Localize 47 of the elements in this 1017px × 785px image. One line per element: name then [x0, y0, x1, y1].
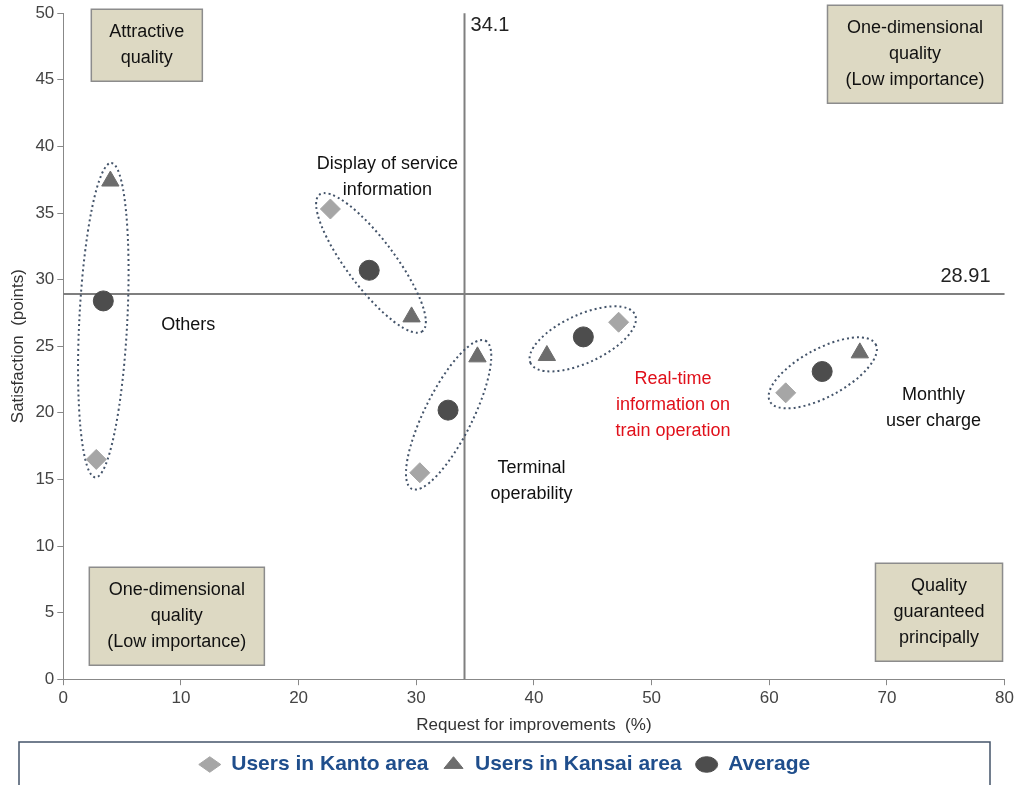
annotation: Others — [161, 313, 216, 334]
point — [319, 198, 341, 220]
point — [775, 382, 797, 404]
annotation: One-dimensional quality (Low importance) — [107, 579, 247, 652]
y-tick-label: 5 — [44, 602, 55, 622]
y-tick-label: 50 — [35, 2, 55, 22]
y-tick-label: 45 — [35, 69, 55, 89]
y-axis-title: Satisfaction (points) — [7, 269, 27, 424]
x-tick-label: 50 — [642, 688, 662, 708]
x-tick-label: 60 — [759, 688, 779, 708]
annotation: Terminal operability — [490, 457, 573, 504]
x-tick-label: 30 — [406, 688, 426, 708]
ref-line-label: 34.1 — [470, 12, 510, 35]
annotation: Quality guaranteed principally — [893, 575, 985, 648]
y-tick-label: 10 — [35, 535, 55, 555]
point — [85, 448, 107, 470]
y-tick-label: 35 — [35, 202, 55, 222]
x-axis-title: Request for improvements (%) — [416, 715, 652, 735]
point — [409, 462, 431, 484]
x-tick-label: 70 — [877, 688, 897, 708]
point — [572, 326, 594, 348]
x-tick-label: 0 — [58, 688, 69, 708]
annotation: Real-time information on train operation — [615, 368, 731, 441]
legend-label: Users in Kansai area — [475, 751, 682, 775]
point — [92, 290, 114, 312]
legend-label: Users in Kanto area — [231, 751, 429, 775]
ref-line-label: 28.91 — [940, 263, 991, 286]
point — [608, 311, 630, 333]
point — [358, 259, 380, 281]
x-tick-label: 40 — [524, 688, 544, 708]
point — [537, 345, 557, 362]
y-tick-label: 0 — [44, 668, 55, 688]
legend-label: Average — [728, 751, 811, 775]
annotation: One-dimensional quality (Low importance) — [845, 17, 985, 90]
y-tick-label: 25 — [35, 335, 55, 355]
annotation: Display of service information — [316, 153, 458, 200]
y-tick-label: 40 — [35, 136, 55, 156]
y-tick-label: 15 — [35, 469, 55, 489]
y-tick-label: 30 — [35, 269, 55, 289]
annotation: Monthly user charge — [886, 384, 982, 431]
x-tick-label: 10 — [171, 688, 191, 708]
point — [437, 399, 459, 421]
y-tick-label: 20 — [35, 402, 55, 422]
annotation: Attractive quality — [109, 21, 185, 68]
x-tick-label: 20 — [289, 688, 309, 708]
x-tick-label: 80 — [995, 688, 1015, 708]
point — [811, 361, 833, 383]
